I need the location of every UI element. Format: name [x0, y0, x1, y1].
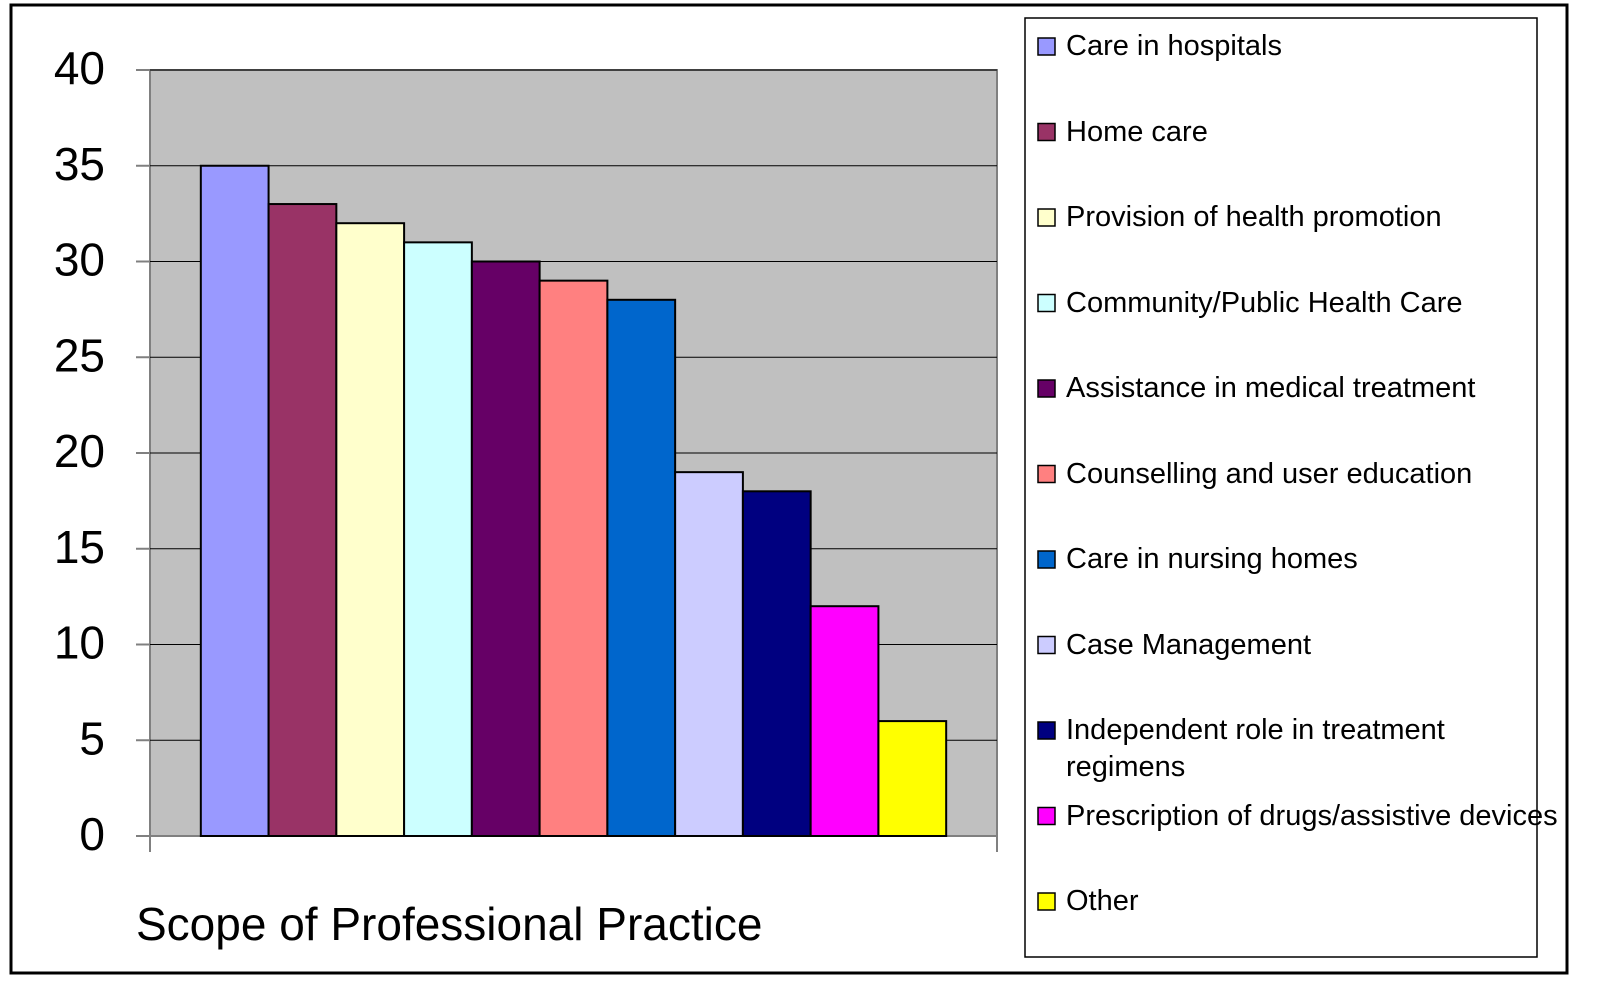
legend-entry: Provision of health promotion: [1066, 199, 1586, 289]
y-tick-label: 30: [54, 234, 105, 286]
legend-swatch: [1038, 637, 1055, 654]
x-axis-title: Scope of Professional Practice: [136, 898, 762, 950]
bar: [201, 166, 269, 836]
y-tick-label: 40: [54, 42, 105, 94]
legend-entry: Counselling and user education: [1066, 456, 1586, 546]
chart: Scope of Professional Practice 0 5 10 15 20 2…: [0, 0, 1598, 993]
legend-label: Prescription of drugs/assistive devices: [1066, 798, 1558, 835]
legend-entry: Care in hospitals: [1066, 28, 1586, 118]
legend-swatch: [1038, 893, 1055, 910]
legend-label: Community/Public Health Care: [1066, 285, 1558, 322]
y-tick-label: 5: [79, 712, 105, 764]
bar: [269, 204, 337, 836]
bar: [336, 223, 404, 836]
bar: [472, 262, 540, 837]
legend-label: Home care: [1066, 114, 1558, 151]
legend-label: Independent role in treatment regimens: [1066, 712, 1558, 786]
legend-swatch: [1038, 466, 1055, 483]
y-tick-label: 15: [54, 521, 105, 573]
legend-swatch: [1038, 295, 1055, 312]
legend-entry: Assistance in medical treatment: [1066, 370, 1586, 460]
bar: [743, 491, 811, 836]
legend-swatch: [1038, 808, 1055, 825]
legend-entry: Case Management: [1066, 627, 1586, 717]
y-tick-label: 35: [54, 138, 105, 190]
legend-swatch: [1038, 209, 1055, 226]
legend-swatch: [1038, 124, 1055, 141]
legend-label: Counselling and user education: [1066, 456, 1558, 493]
y-tick-label: 20: [54, 425, 105, 477]
legend-entry: Community/Public Health Care: [1066, 285, 1586, 375]
bar: [404, 242, 472, 836]
legend-swatch: [1038, 551, 1055, 568]
legend-entry: Other: [1066, 883, 1586, 973]
legend-label: Other: [1066, 883, 1558, 920]
bar: [607, 300, 675, 836]
legend-swatch: [1038, 380, 1055, 397]
legend-entry: Care in nursing homes: [1066, 541, 1586, 631]
bar: [675, 472, 743, 836]
y-tick-label: 0: [79, 808, 105, 860]
bar: [540, 281, 608, 836]
legend-entry: Home care: [1066, 114, 1586, 204]
bar: [811, 606, 879, 836]
page: Scope of Professional Practice 0 5 10 15 20 2…: [0, 0, 1598, 993]
bar: [878, 721, 946, 836]
legend-swatch: [1038, 38, 1055, 55]
legend-label: Care in hospitals: [1066, 28, 1558, 65]
legend-entry: Prescription of drugs/assistive devices: [1066, 798, 1586, 888]
y-tick-label: 10: [54, 617, 105, 669]
legend-swatch: [1038, 722, 1055, 739]
legend-label: Care in nursing homes: [1066, 541, 1558, 578]
legend-label: Case Management: [1066, 627, 1558, 664]
y-tick-label: 25: [54, 329, 105, 381]
legend-label: Provision of health promotion: [1066, 199, 1558, 236]
legend-entry: Independent role in treatment regimens: [1066, 712, 1586, 802]
legend-label: Assistance in medical treatment: [1066, 370, 1558, 407]
